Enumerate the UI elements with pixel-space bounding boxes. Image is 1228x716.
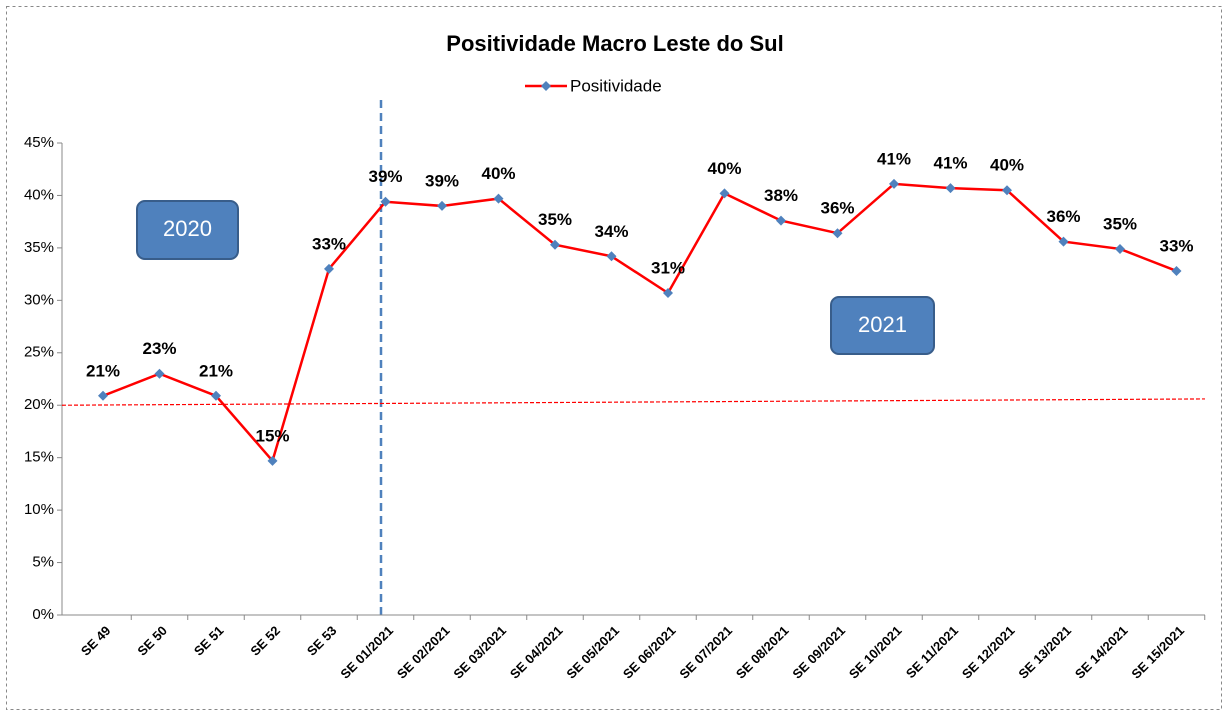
data-point: [1115, 243, 1125, 254]
data-label: 36%: [1046, 207, 1080, 226]
y-tick-label: 30%: [24, 291, 54, 308]
y-tick-label: 40%: [24, 186, 54, 203]
data-point: [1058, 236, 1069, 247]
legend-marker: [541, 81, 551, 91]
legend-label: Positividade: [570, 76, 662, 95]
data-label: 41%: [933, 154, 967, 173]
data-point: [945, 183, 956, 194]
reference-line: [61, 398, 1206, 406]
x-tick-label: SE 02/2021: [394, 623, 453, 682]
x-tick-label: SE 04/2021: [507, 623, 566, 682]
data-point: [1171, 265, 1182, 276]
data-label: 40%: [990, 156, 1024, 175]
data-label: 41%: [877, 149, 911, 168]
y-tick-label: 5%: [32, 554, 54, 571]
data-label: 35%: [1103, 214, 1137, 233]
y-tick-label: 35%: [24, 239, 54, 256]
x-tick-label: SE 52: [247, 623, 283, 659]
x-tick-label: SE 53: [304, 623, 340, 659]
y-tick-label: 10%: [24, 501, 54, 518]
data-label: 15%: [255, 426, 289, 445]
y-tick-label: 20%: [24, 396, 54, 413]
data-label: 23%: [142, 339, 176, 358]
data-point: [98, 390, 108, 401]
x-tick-label: SE 12/2021: [959, 623, 1018, 682]
data-label: 36%: [820, 199, 854, 218]
y-tick-label: 25%: [24, 344, 54, 361]
y-tick-label: 0%: [32, 606, 54, 623]
data-label: 33%: [1159, 236, 1193, 255]
data-point: [776, 215, 786, 226]
x-tick-label: SE 05/2021: [563, 623, 622, 682]
data-label: 39%: [425, 171, 459, 190]
data-point: [606, 251, 617, 262]
data-label: 38%: [764, 186, 798, 205]
data-point: [719, 188, 730, 199]
x-tick-label: SE 07/2021: [676, 623, 735, 682]
data-label: 35%: [538, 210, 572, 229]
x-tick-label: SE 11/2021: [903, 623, 961, 681]
series-line: [102, 182, 1177, 464]
data-point: [380, 196, 391, 207]
data-label: 39%: [368, 167, 402, 186]
data-label: 40%: [707, 159, 741, 178]
data-point: [550, 239, 560, 250]
x-tick-label: SE 14/2021: [1072, 623, 1131, 682]
x-tick-label: SE 10/2021: [846, 623, 905, 682]
chart-title: Positividade Macro Leste do Sul: [446, 31, 783, 56]
data-point: [663, 287, 673, 298]
data-point: [493, 193, 504, 204]
data-label: 33%: [312, 234, 346, 253]
x-tick-label: SE 09/2021: [789, 623, 848, 682]
data-label: 34%: [594, 222, 628, 241]
y-tick-label: 45%: [24, 134, 54, 151]
data-point: [324, 263, 334, 274]
x-tick-label: SE 03/2021: [450, 623, 509, 682]
data-point: [154, 368, 165, 379]
data-label: 40%: [481, 164, 515, 183]
annotation-box: [830, 296, 935, 355]
x-tick-label: SE 15/2021: [1128, 623, 1187, 682]
annotation-box: [136, 200, 239, 260]
annotation: 2020: [163, 216, 212, 241]
data-label: 31%: [651, 258, 685, 277]
x-tick-label: SE 51: [191, 623, 227, 659]
x-tick-label: SE 50: [134, 623, 170, 659]
y-tick-label: 15%: [24, 449, 54, 466]
data-label: 21%: [199, 361, 233, 380]
x-tick-label: SE 01/2021: [337, 623, 396, 682]
data-point: [832, 228, 843, 239]
data-point: [889, 178, 899, 189]
data-point: [437, 200, 447, 211]
x-tick-label: SE 49: [78, 623, 114, 659]
x-tick-label: SE 13/2021: [1015, 623, 1074, 682]
chart-border: [6, 6, 1222, 710]
data-label: 21%: [86, 361, 120, 380]
data-point: [211, 390, 221, 401]
x-tick-label: SE 08/2021: [733, 623, 792, 682]
data-point: [1002, 185, 1012, 196]
annotation: 2021: [858, 312, 907, 337]
data-point: [267, 455, 278, 466]
x-tick-label: SE 06/2021: [620, 623, 679, 682]
